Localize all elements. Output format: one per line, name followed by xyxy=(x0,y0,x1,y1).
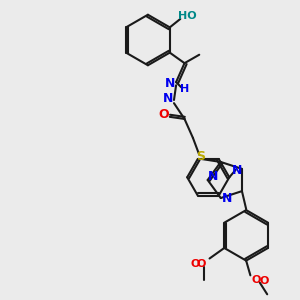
Text: N: N xyxy=(208,170,218,183)
Text: N: N xyxy=(163,92,173,105)
Text: H: H xyxy=(180,85,189,94)
Text: S: S xyxy=(196,150,205,163)
Text: N: N xyxy=(222,191,232,205)
Text: N: N xyxy=(165,77,175,90)
Text: O: O xyxy=(252,274,261,285)
Text: O: O xyxy=(260,276,269,286)
Text: O: O xyxy=(196,259,206,269)
Text: O: O xyxy=(158,108,169,121)
Text: HO: HO xyxy=(178,11,197,21)
Text: O: O xyxy=(190,259,200,269)
Text: N: N xyxy=(232,164,242,178)
